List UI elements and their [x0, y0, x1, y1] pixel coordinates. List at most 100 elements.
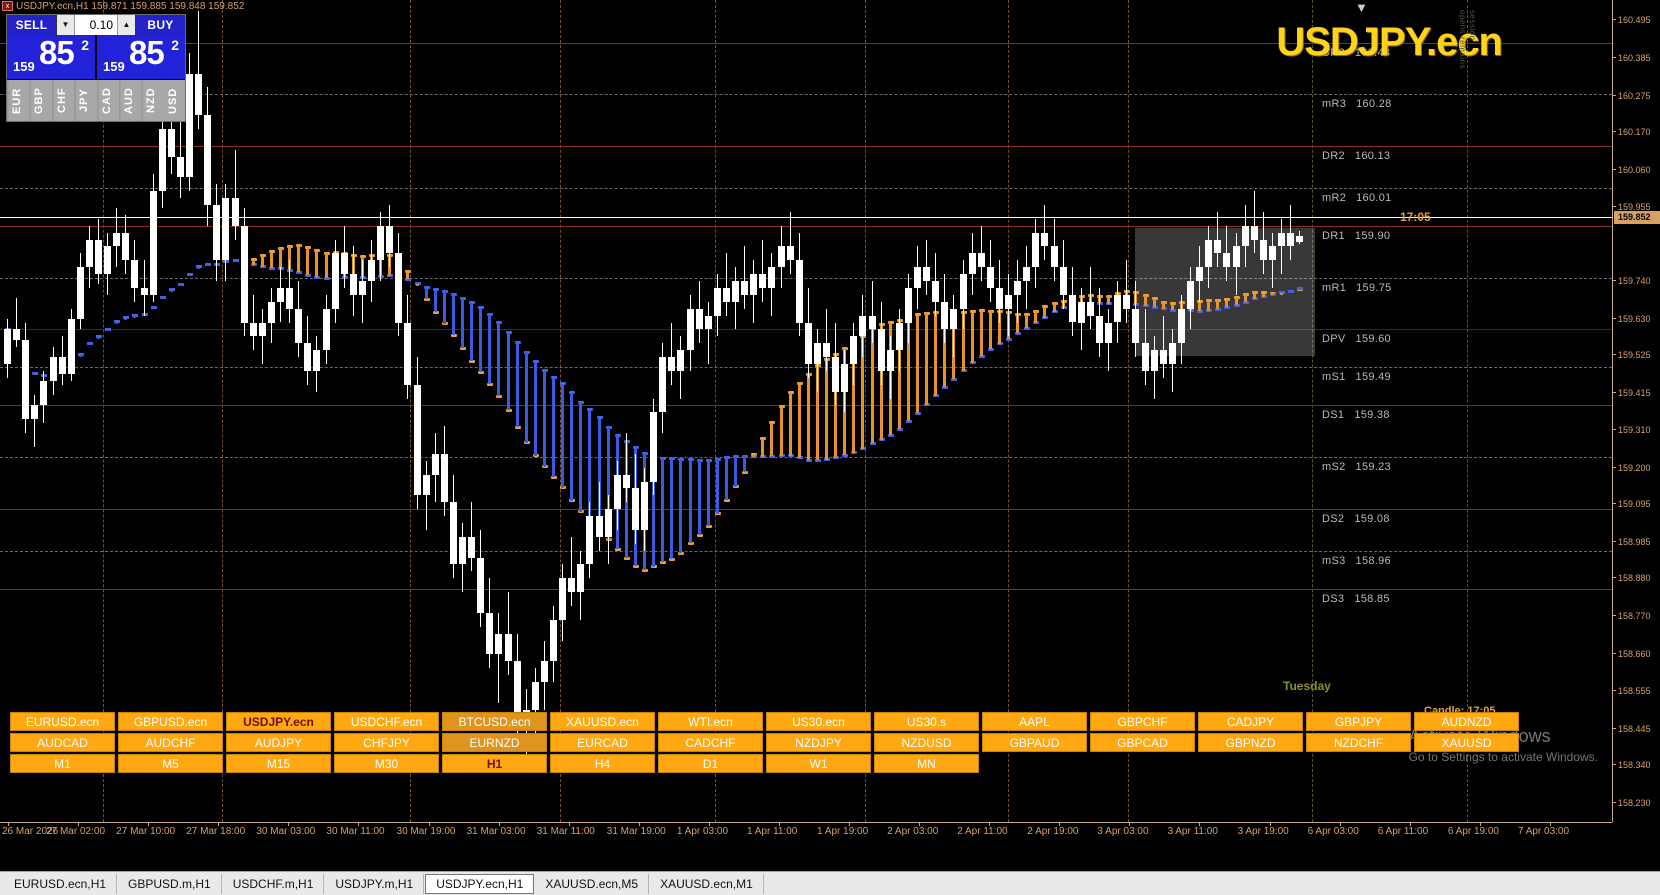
- symbol-button-mn[interactable]: MN: [874, 754, 979, 773]
- currency-cell-gbp[interactable]: GBP: [29, 80, 52, 121]
- symbol-button-wti-ecn[interactable]: WTI.ecn: [658, 712, 763, 731]
- candle-body: [477, 557, 485, 613]
- day-separator: [560, 0, 561, 822]
- symbol-button-nzdusd[interactable]: NZDUSD: [874, 733, 979, 752]
- candle: [577, 0, 585, 822]
- selection-highlight-box[interactable]: [1135, 228, 1315, 356]
- pivot-label-ds3: DS3 158.85: [1322, 593, 1390, 605]
- symbol-button-usdchf-ecn[interactable]: USDCHF.ecn: [334, 712, 439, 731]
- volume-increase-icon[interactable]: ▲: [117, 15, 135, 35]
- buy-price-quote[interactable]: 159 85 2: [97, 34, 185, 79]
- sell-button[interactable]: SELL: [7, 15, 56, 35]
- chart-tab-usdchf-m-h1[interactable]: USDCHF.m,H1: [223, 873, 325, 894]
- symbol-button-eurnzd[interactable]: EURNZD: [442, 733, 547, 752]
- time-tick: [78, 823, 80, 826]
- currency-cell-cad[interactable]: CAD: [96, 80, 119, 121]
- timeframe-button-row[interactable]: M1 M5 M15 M30 H1 H4 D1 W1 MN: [10, 754, 1522, 773]
- candle-wick: [498, 612, 500, 703]
- symbol-button-chfjpy[interactable]: CHFJPY: [334, 733, 439, 752]
- pivot-name: DR1: [1322, 229, 1345, 242]
- symbol-button-audcad[interactable]: AUDCAD: [10, 733, 115, 752]
- symbol-button-gbpjpy[interactable]: GBPJPY: [1306, 712, 1411, 731]
- candle-wick: [1281, 218, 1282, 275]
- currency-cell-eur[interactable]: EUR: [7, 80, 30, 121]
- chart-tab-xauusd-ecn-m1[interactable]: XAUUSD.ecn,M1: [650, 873, 764, 894]
- time-axis[interactable]: 26 Mar 2026 27 Mar 02:00 27 Mar 10:00 27 Ma…: [0, 822, 1612, 840]
- symbol-button-m15[interactable]: M15: [226, 754, 331, 773]
- symbol-button-nzdjpy[interactable]: NZDJPY: [766, 733, 871, 752]
- symbol-button-m1[interactable]: M1: [10, 754, 115, 773]
- symbol-button-xauusd[interactable]: XAUUSD: [1414, 733, 1519, 752]
- symbol-button-xauusd-ecn[interactable]: XAUUSD.ecn: [550, 712, 655, 731]
- chart-canvas[interactable]: DR3 160.43 mR3 160.28 DR2 160.13 mR2 160.01 DR1 1…: [0, 0, 1612, 822]
- currency-cell-usd[interactable]: USD: [166, 87, 179, 114]
- trade-controls-row[interactable]: SELL ▼ 0.10 ▲ BUY: [7, 15, 185, 35]
- chart-tab-xauusd-ecn-m5[interactable]: XAUUSD.ecn,M5: [535, 873, 650, 894]
- chart-tab-gbpusd-m-h1[interactable]: GBPUSD.m,H1: [118, 873, 222, 894]
- symbol-button-us30-s[interactable]: US30.s: [874, 712, 979, 731]
- symbol-button-us30-ecn[interactable]: US30.ecn: [766, 712, 871, 731]
- chart-tab-bar[interactable]: EURUSD.ecn,H1 GBPUSD.m,H1 USDCHF.m,H1 USDJP…: [0, 871, 1660, 895]
- time-label: 3 Apr 11:00: [1167, 826, 1218, 837]
- candle-body: [1005, 294, 1012, 309]
- symbol-button-d1[interactable]: D1: [658, 754, 763, 773]
- currency-cell-nzd[interactable]: NZD: [141, 80, 164, 121]
- candle: [131, 0, 139, 822]
- ma-ribbon-segment: [661, 458, 665, 563]
- candle: [841, 0, 849, 822]
- symbol-button-m30[interactable]: M30: [334, 754, 439, 773]
- symbol-button-usdjpy-ecn[interactable]: USDJPY.ecn: [226, 712, 331, 731]
- candle-body: [113, 232, 121, 247]
- currency-cell-aud[interactable]: AUD: [118, 80, 142, 121]
- symbol-button-w1[interactable]: W1: [766, 754, 871, 773]
- symbol-button-m5[interactable]: M5: [118, 754, 223, 773]
- symbol-button-eurcad[interactable]: EURCAD: [550, 733, 655, 752]
- one-click-trading-panel[interactable]: SELL ▼ 0.10 ▲ BUY 159 85 2 159 85 2 EUR G…: [6, 14, 186, 122]
- symbol-button-nzdchf[interactable]: NZDCHF: [1306, 733, 1411, 752]
- symbol-button-audnzd[interactable]: AUDNZD: [1414, 712, 1519, 731]
- chart-tab-eurusd-ecn-h1[interactable]: EURUSD.ecn,H1: [4, 873, 118, 894]
- symbol-button-row-2[interactable]: AUDCAD AUDCHF AUDJPY CHFJPY EURNZD EURCAD CADC…: [10, 733, 1522, 752]
- symbol-button-audjpy[interactable]: AUDJPY: [226, 733, 331, 752]
- symbol-button-gbpaud[interactable]: GBPAUD: [982, 733, 1087, 752]
- symbol-button-gbpusd-ecn[interactable]: GBPUSD.ecn: [118, 712, 223, 731]
- symbol-button-gbpnzd[interactable]: GBPNZD: [1198, 733, 1303, 752]
- ma-line-slow: [860, 447, 867, 451]
- chart-close-icon[interactable]: x: [2, 1, 13, 11]
- sell-price-quote[interactable]: 159 85 2: [7, 34, 95, 79]
- symbol-button-cadjpy[interactable]: CADJPY: [1198, 712, 1303, 731]
- ma-line-slow: [305, 273, 312, 277]
- symbol-button-btcusd-ecn[interactable]: BTCUSD.ecn: [442, 712, 547, 731]
- symbol-button-gbpchf[interactable]: GBPCHF: [1090, 712, 1195, 731]
- symbol-button-panel[interactable]: EURUSD.ecn GBPUSD.ecn USDJPY.ecn USDCHF.ecn…: [10, 712, 1522, 775]
- volume-input[interactable]: 0.10: [89, 18, 113, 32]
- symbol-button-aapl[interactable]: AAPL: [982, 712, 1087, 731]
- pivot-line-dr2: [0, 146, 1612, 148]
- volume-decrease-icon[interactable]: ▼: [57, 15, 75, 35]
- currency-cell-chf[interactable]: CHF: [51, 80, 75, 121]
- candle: [786, 0, 795, 822]
- volume-stepper[interactable]: ▼ 0.10 ▲: [56, 15, 136, 35]
- ma-line-slow: [1024, 326, 1031, 330]
- symbol-button-gbpcad[interactable]: GBPCAD: [1090, 733, 1195, 752]
- symbol-button-row-1[interactable]: EURUSD.ecn GBPUSD.ecn USDJPY.ecn USDCHF.ecn…: [10, 712, 1522, 731]
- chart-tab-usdjpy-m-h1[interactable]: USDJPY.m,H1: [325, 873, 425, 894]
- buy-button[interactable]: BUY: [136, 15, 185, 35]
- candle-body: [1177, 308, 1185, 344]
- time-label: 27 Mar 18:00: [186, 826, 246, 837]
- price-tick: 159.095: [1613, 498, 1660, 510]
- symbol-button-h1[interactable]: H1: [442, 754, 547, 773]
- symbol-button-h4[interactable]: H4: [550, 754, 655, 773]
- symbol-button-audchf[interactable]: AUDCHF: [118, 733, 223, 752]
- ma-line-slow: [805, 458, 812, 462]
- symbol-button-cadchf[interactable]: CADCHF: [658, 733, 763, 752]
- candle-body: [204, 115, 212, 205]
- currency-strength-strip[interactable]: EUR GBP CHF JPY CAD AUD NZD USD: [7, 79, 185, 121]
- currency-cell-jpy[interactable]: JPY: [74, 80, 97, 121]
- price-axis[interactable]: 160.495 160.385 160.275 160.170 160.060 159.9…: [1612, 0, 1660, 822]
- chart-tab-usdjpy-ecn-h1[interactable]: USDJPY.ecn,H1: [425, 873, 535, 894]
- symbol-button-eurusd-ecn[interactable]: EURUSD.ecn: [10, 712, 115, 731]
- pivot-line-ms1: [0, 367, 1612, 369]
- quote-row[interactable]: 159 85 2 159 85 2: [7, 34, 185, 79]
- candle: [449, 0, 458, 822]
